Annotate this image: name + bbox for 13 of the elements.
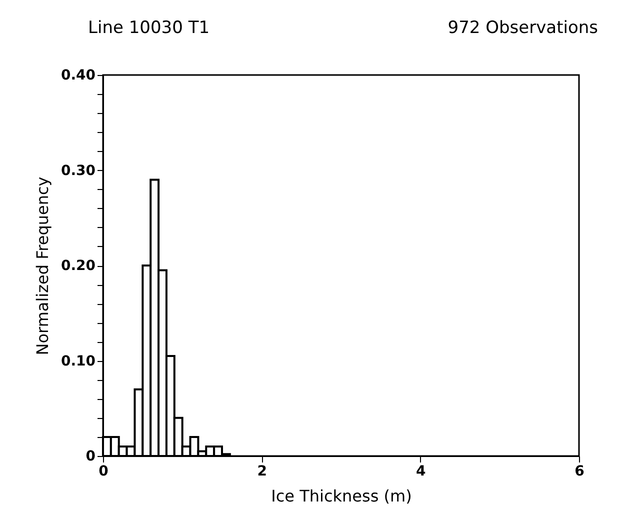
text: 972 Observations bbox=[448, 18, 598, 38]
x-tick-label: 2 bbox=[257, 464, 268, 480]
x-axis-title: Ice Thickness (m) bbox=[271, 486, 412, 506]
y-tick-label: 0.20 bbox=[60, 258, 96, 274]
y-tick-label: 0.30 bbox=[60, 162, 96, 179]
y-tick-label: 0.40 bbox=[60, 68, 96, 84]
y-tick-label: 0.10 bbox=[60, 353, 96, 370]
x-tick-label: 4 bbox=[416, 464, 426, 480]
chart-title: Line 10030 T1 bbox=[88, 18, 210, 38]
x-tick-label: 0 bbox=[98, 464, 109, 480]
x-tick-label: 6 bbox=[574, 464, 584, 480]
y-axis-title: Normalized Frequency bbox=[32, 176, 52, 356]
y-tick-label: 0 bbox=[86, 448, 96, 464]
